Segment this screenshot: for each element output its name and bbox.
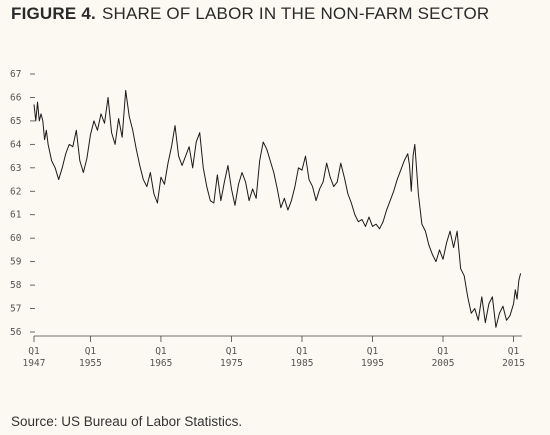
y-tick-label: 67	[10, 69, 21, 80]
y-tick-label: 56	[10, 327, 22, 338]
series-line	[33, 89, 522, 328]
x-tick-label-quarter: Q1	[437, 346, 449, 357]
y-tick-label: 65	[10, 116, 21, 127]
figure-title-text: SHARE OF LABOR IN THE NON-FARM SECTOR	[101, 4, 490, 23]
x-tick-label-quarter: Q1	[508, 346, 520, 357]
y-tick-label: 60	[10, 233, 22, 244]
x-tick-label-year: 1955	[79, 358, 102, 369]
x-tick-label-quarter: Q1	[296, 346, 308, 357]
chart-axes: 565758596061626364656667Q11947Q11955Q119…	[10, 69, 525, 369]
y-tick-label: 61	[10, 210, 22, 221]
x-tick-label-quarter: Q1	[226, 346, 238, 357]
x-tick-label-quarter: Q1	[367, 346, 379, 357]
x-tick-label-year: 1947	[23, 358, 46, 369]
figure-label: FIGURE 4.	[11, 4, 96, 23]
y-tick-label: 63	[10, 163, 21, 174]
y-tick-label: 57	[10, 304, 21, 315]
y-tick-label: 59	[10, 257, 22, 268]
y-tick-label: 58	[10, 280, 22, 291]
y-tick-label: 62	[10, 186, 21, 197]
plot-area	[33, 89, 522, 328]
x-tick-label-quarter: Q1	[85, 346, 97, 357]
x-tick-label-year: 1995	[361, 358, 384, 369]
figure-title: FIGURE 4. SHARE OF LABOR IN THE NON-FARM …	[11, 4, 489, 24]
x-tick-label-year: 1975	[220, 358, 243, 369]
x-tick-label-year: 2005	[432, 358, 455, 369]
x-tick-label-quarter: Q1	[155, 346, 167, 357]
line-chart: 565758596061626364656667Q11947Q11955Q119…	[10, 69, 525, 369]
y-tick-label: 66	[10, 92, 22, 103]
x-tick-label-quarter: Q1	[28, 346, 40, 357]
source-note: Source: US Bureau of Labor Statistics.	[11, 414, 243, 429]
x-tick-label-year: 1965	[149, 358, 172, 369]
x-tick-label-year: 1985	[291, 358, 314, 369]
y-tick-label: 64	[10, 139, 22, 150]
x-tick-label-year: 2015	[502, 358, 525, 369]
